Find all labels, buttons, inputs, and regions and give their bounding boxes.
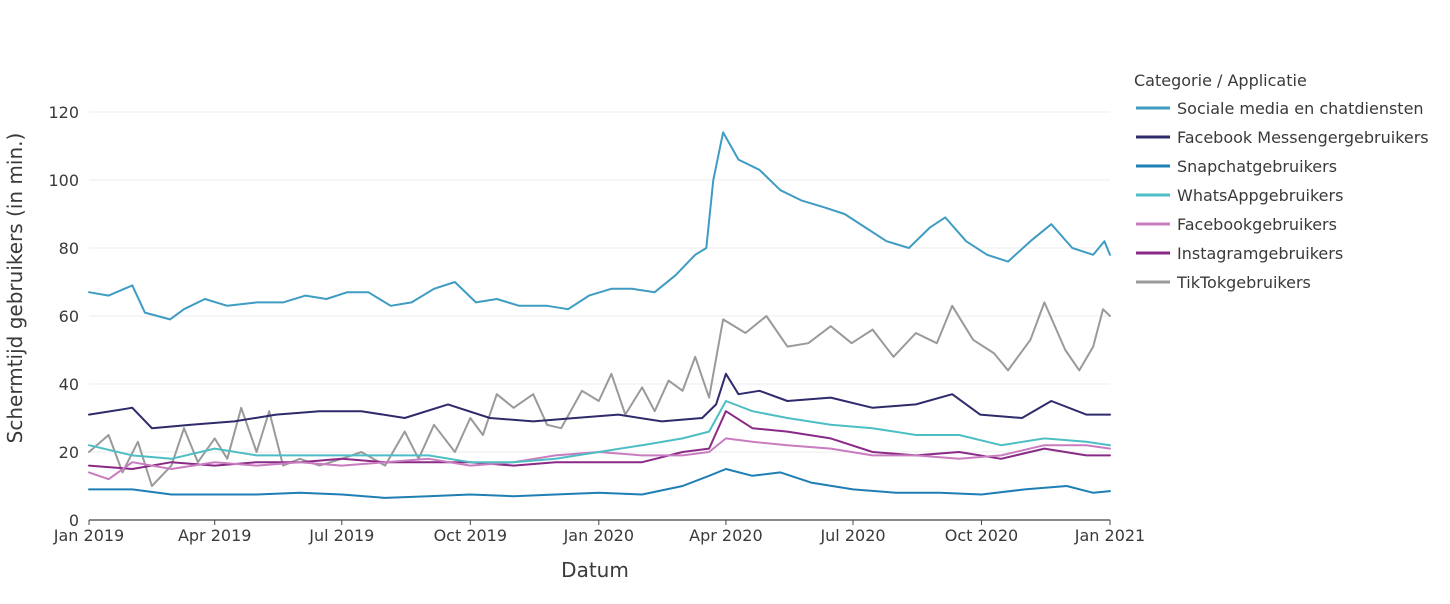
- legend-label: Sociale media en chatdiensten: [1177, 99, 1424, 118]
- x-tick-label: Jan 2020: [563, 526, 634, 545]
- x-axis-title: Datum: [561, 558, 629, 582]
- legend-item-tiktokgebruikers[interactable]: TikTokgebruikers: [1136, 273, 1311, 292]
- x-tick-label: Apr 2020: [689, 526, 762, 545]
- series-line-whatsappgebruikers[interactable]: [88, 400, 1111, 464]
- series-line-instagramgebruikers[interactable]: [88, 410, 1111, 470]
- legend-label: TikTokgebruikers: [1176, 273, 1311, 292]
- legend-label: Snapchatgebruikers: [1177, 157, 1337, 176]
- series-line-tiktokgebruikers[interactable]: [88, 301, 1111, 487]
- legend-item-whatsappgebruikers[interactable]: WhatsAppgebruikers: [1136, 186, 1343, 205]
- y-axis-title: Schermtijd gebruikers (in min.): [3, 133, 27, 444]
- x-tick-label: Apr 2019: [178, 526, 251, 545]
- y-tick-label: 120: [48, 103, 79, 122]
- legend-label: WhatsAppgebruikers: [1177, 186, 1343, 205]
- y-axis: 0 20 40 60 80 100 120: [48, 103, 79, 530]
- legend-item-facebook-messengergebruikers[interactable]: Facebook Messengergebruikers: [1136, 128, 1429, 147]
- y-tick-label: 80: [59, 239, 79, 258]
- legend[interactable]: Categorie / Applicatie Sociale media en …: [1134, 71, 1429, 292]
- x-tick-label: Oct 2020: [945, 526, 1018, 545]
- series-line-sociale-media-en-chatdiensten[interactable]: [88, 131, 1111, 321]
- gridlines: [89, 111, 1110, 453]
- y-tick-label: 60: [59, 307, 79, 326]
- legend-item-sociale-media-en-chatdiensten[interactable]: Sociale media en chatdiensten: [1136, 99, 1424, 118]
- legend-label: Facebook Messengergebruikers: [1177, 128, 1429, 147]
- legend-label: Instagramgebruikers: [1177, 244, 1343, 263]
- y-tick-label: 100: [48, 171, 79, 190]
- series-line-snapchatgebruikers[interactable]: [88, 468, 1111, 499]
- legend-item-facebookgebruikers[interactable]: Facebookgebruikers: [1136, 215, 1337, 234]
- y-tick-label: 40: [59, 375, 79, 394]
- legend-label: Facebookgebruikers: [1177, 215, 1337, 234]
- legend-item-snapchatgebruikers[interactable]: Snapchatgebruikers: [1136, 157, 1337, 176]
- series-lines: [88, 131, 1111, 499]
- x-tick-label: Jan 2021: [1074, 526, 1145, 545]
- x-tick-label: Jul 2019: [308, 526, 374, 545]
- legend-item-instagramgebruikers[interactable]: Instagramgebruikers: [1136, 244, 1343, 263]
- series-line-facebookgebruikers[interactable]: [88, 437, 1111, 481]
- x-tick-label: Oct 2019: [434, 526, 507, 545]
- series-line-facebook-messengergebruikers[interactable]: [88, 372, 1111, 430]
- x-axis: Jan 2019 Apr 2019 Jul 2019 Oct 2019 Jan 2020…: [53, 519, 1145, 545]
- y-tick-label: 0: [69, 511, 79, 530]
- legend-items[interactable]: Sociale media en chatdiensten Facebook Me…: [1136, 99, 1429, 292]
- y-tick-label: 20: [59, 443, 79, 462]
- x-tick-label: Jul 2020: [819, 526, 885, 545]
- legend-title: Categorie / Applicatie: [1134, 71, 1307, 90]
- x-tick-label: Jan 2019: [53, 526, 124, 545]
